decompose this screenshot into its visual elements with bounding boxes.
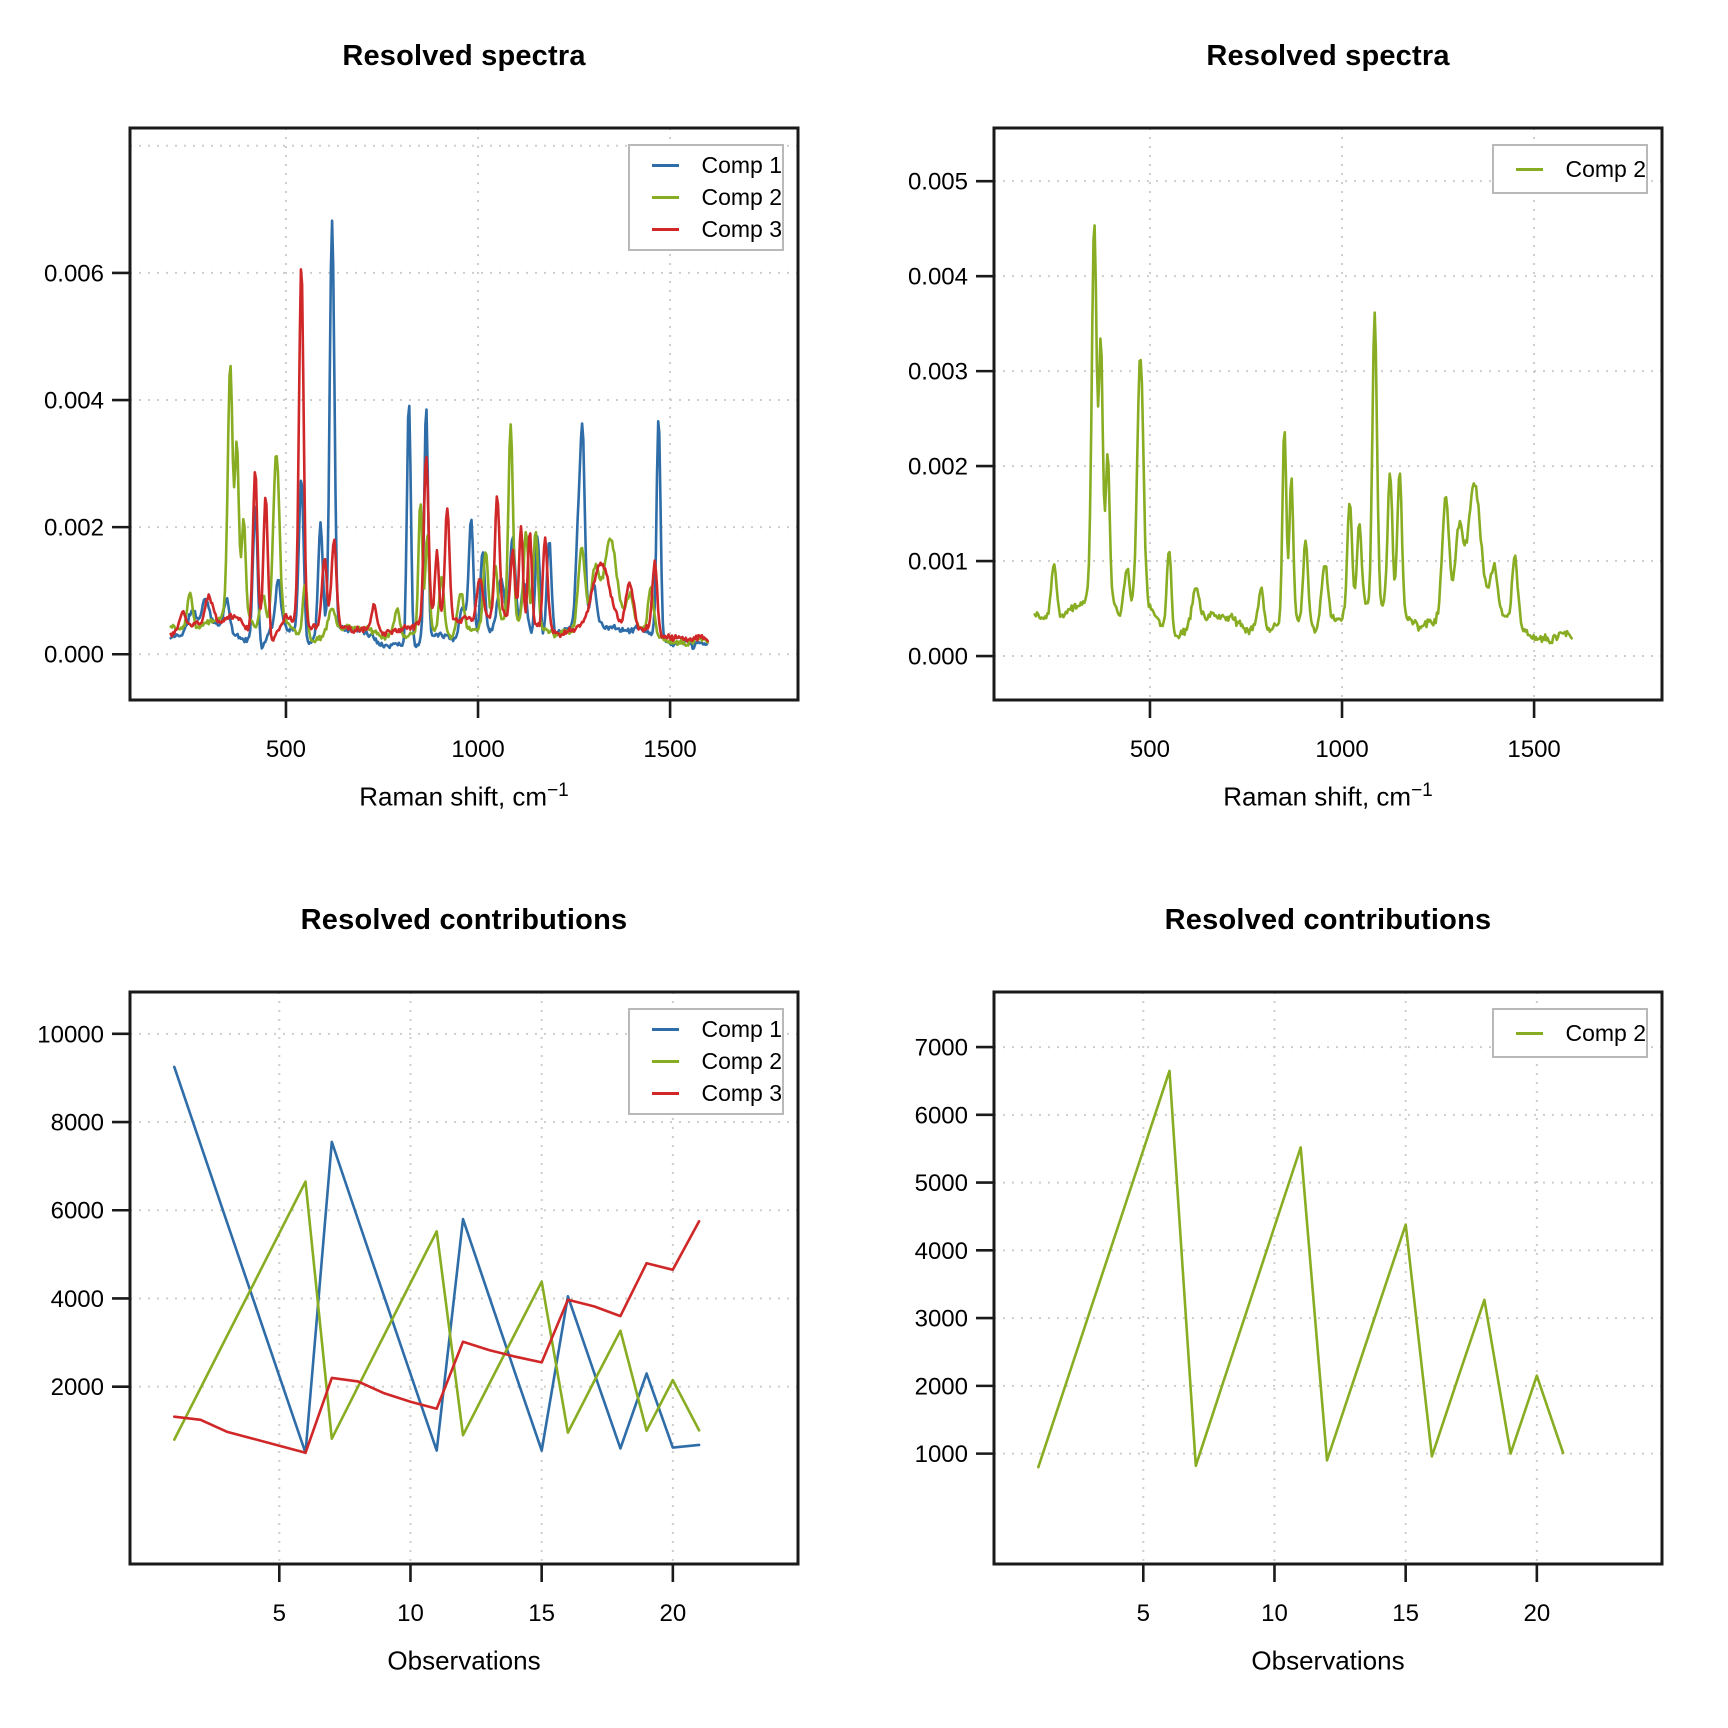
page-title: Resolved contributions (1164, 904, 1492, 936)
x-tick-label: 15 (528, 1600, 555, 1627)
panel-resolved-spectra-comp2: Resolved spectra 0.000 0.001 0.002 0.003 0.0… (864, 0, 1728, 864)
legend-label: Comp 2 (1565, 1019, 1646, 1046)
x-axis-label: Observations (1251, 1645, 1405, 1676)
y-tick-label: 0.006 (44, 260, 104, 287)
legend-label: Comp 1 (701, 152, 782, 178)
legend-entry: Comp 2 (1494, 155, 1646, 183)
legend-line-swatch (652, 196, 680, 199)
plot-area-spectra-comp2: 0.000 0.001 0.002 0.003 0.004 0.005 500 1000 150… (908, 126, 1664, 763)
legend-entry: Comp 1 (630, 152, 782, 179)
series-comp-2 (1033, 224, 1574, 645)
series-comp-1 (173, 1065, 701, 1455)
series-comp-2 (173, 1180, 701, 1441)
legend-line-swatch (652, 1092, 680, 1095)
x-axis-label: Raman shift, cm−1 (359, 780, 569, 812)
y-tick-label: 8000 (51, 1110, 104, 1137)
legend-entry: Comp 3 (630, 216, 782, 243)
page-title: Resolved contributions (300, 904, 628, 936)
series-comp-2 (1037, 1069, 1565, 1469)
panel-resolved-spectra-all: Resolved spectra 0.000 0.002 0.004 0.006 500… (0, 0, 864, 864)
y-tick-label: 0.005 (908, 169, 968, 196)
x-tick-label: 15 (1392, 1600, 1419, 1627)
y-tick-label: 6000 (915, 1102, 968, 1129)
x-tick-label: 1500 (1507, 736, 1560, 763)
plot-box (128, 126, 800, 702)
series-comp-3 (169, 268, 710, 643)
legend-line-swatch (652, 164, 680, 167)
x-axis-label: Observations (387, 1645, 541, 1676)
y-tick-label: 2000 (915, 1373, 968, 1400)
legend-entry: Comp 3 (630, 1080, 782, 1107)
legend-label: Comp 2 (701, 184, 782, 210)
plot-area-contributions-all: 2000 4000 6000 8000 10000 5 10 15 20 (37, 990, 800, 1627)
page-title: Resolved spectra (1206, 40, 1450, 72)
legend-entry: Comp 2 (630, 184, 782, 211)
legend-label: Comp 2 (1565, 155, 1646, 182)
y-tick-label: 0.001 (908, 549, 968, 576)
legend-box: Comp 1 Comp 2 Comp 3 (628, 1008, 784, 1115)
plot-box (992, 990, 1664, 1566)
x-tick-label: 20 (1523, 1600, 1550, 1627)
y-tick-label: 0.003 (908, 359, 968, 386)
legend-label: Comp 2 (701, 1048, 782, 1074)
y-tick-label: 7000 (915, 1035, 968, 1062)
x-tick-label: 1000 (451, 736, 504, 763)
legend-line-swatch (652, 228, 680, 231)
y-tick-label: 0.002 (44, 515, 104, 542)
x-tick-label: 1000 (1315, 736, 1368, 763)
x-tick-label: 5 (1137, 1600, 1150, 1627)
y-tick-label: 0.004 (908, 264, 968, 291)
x-axis-label: Raman shift, cm−1 (1223, 780, 1433, 812)
y-tick-label: 1000 (915, 1441, 968, 1468)
legend-box: Comp 2 (1492, 144, 1648, 194)
y-tick-label: 4000 (915, 1238, 968, 1265)
x-tick-label: 10 (397, 1600, 424, 1627)
plot-box (128, 990, 800, 1566)
plot-box (992, 126, 1664, 702)
legend-line-swatch (652, 1028, 680, 1031)
panel-resolved-contributions-all: Resolved contributions 2000 4000 6000 8000 1… (0, 864, 864, 1728)
y-tick-label: 6000 (51, 1198, 104, 1225)
legend-entry: Comp 2 (1494, 1019, 1646, 1047)
x-tick-label: 500 (266, 736, 306, 763)
y-tick-label: 4000 (51, 1286, 104, 1313)
x-tick-label: 10 (1261, 1600, 1288, 1627)
y-tick-label: 0.004 (44, 388, 104, 415)
legend-line-swatch (1516, 167, 1544, 171)
y-tick-label: 10000 (37, 1021, 104, 1048)
legend-line-swatch (652, 1060, 680, 1063)
plot-area-spectra-all: 0.000 0.002 0.004 0.006 500 1000 1500 (44, 126, 800, 763)
legend-entry: Comp 1 (630, 1016, 782, 1043)
x-tick-label: 1500 (643, 736, 696, 763)
y-tick-label: 0.000 (44, 642, 104, 669)
x-tick-label: 5 (273, 1600, 286, 1627)
legend-entry: Comp 2 (630, 1048, 782, 1075)
plot-area-contributions-comp2: 1000 2000 3000 4000 5000 6000 7000 5 10 15 20 (915, 990, 1664, 1627)
legend-label: Comp 3 (701, 1080, 782, 1106)
x-tick-label: 500 (1130, 736, 1170, 763)
series-comp-3 (173, 1219, 701, 1455)
page-title: Resolved spectra (342, 40, 586, 72)
y-tick-label: 5000 (915, 1170, 968, 1197)
panel-resolved-contributions-comp2: Resolved contributions 1000 2000 3000 4000 5… (864, 864, 1728, 1728)
legend-label: Comp 3 (701, 216, 782, 242)
x-tick-label: 20 (659, 1600, 686, 1627)
legend-box: Comp 2 (1492, 1008, 1648, 1058)
y-tick-label: 2000 (51, 1374, 104, 1401)
series-comp-1 (169, 219, 710, 651)
y-tick-label: 0.002 (908, 454, 968, 481)
y-tick-label: 0.000 (908, 644, 968, 671)
legend-box: Comp 1 Comp 2 Comp 3 (628, 144, 784, 251)
y-tick-label: 3000 (915, 1306, 968, 1333)
legend-label: Comp 1 (701, 1016, 782, 1042)
legend-line-swatch (1516, 1031, 1544, 1035)
